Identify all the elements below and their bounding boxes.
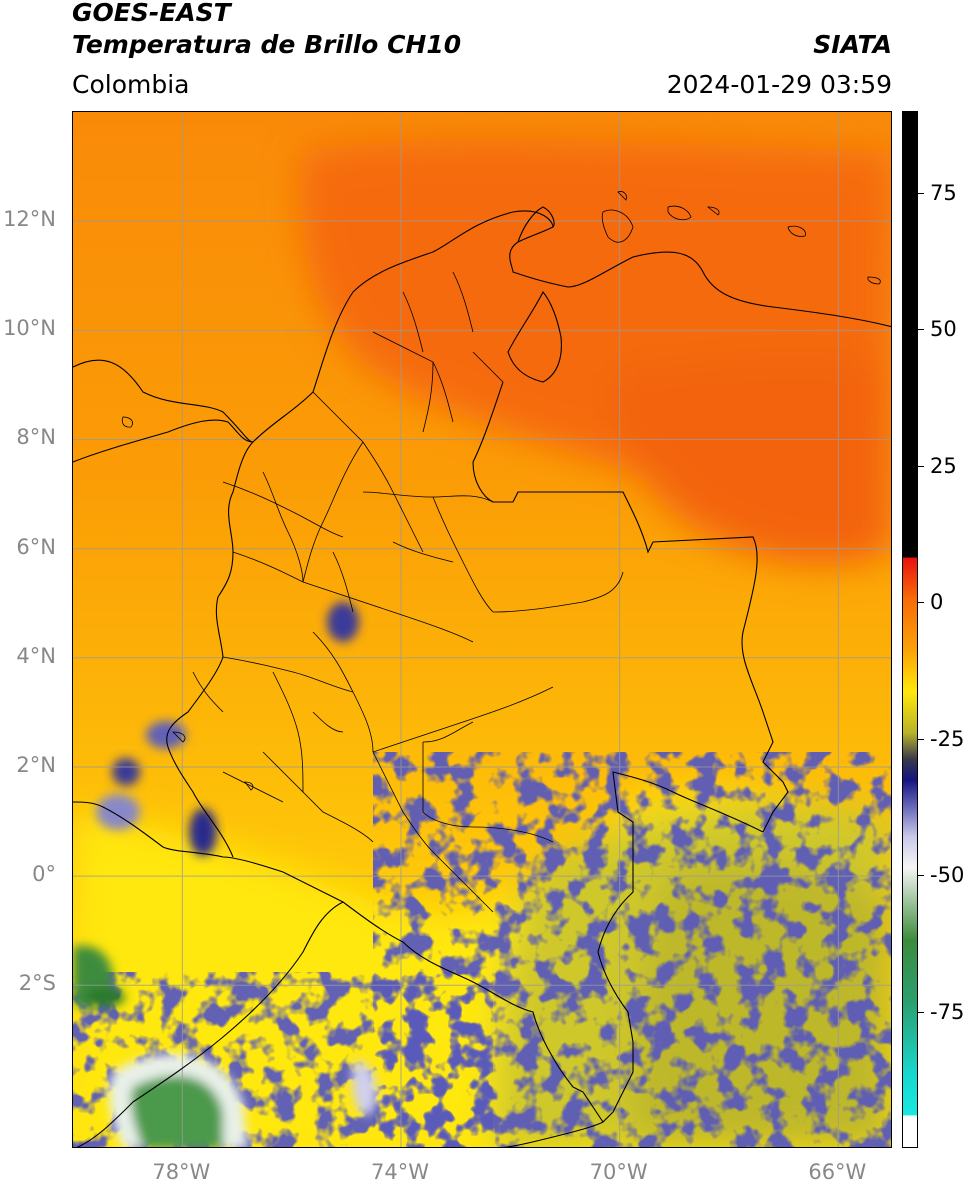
colorbar-tick-label: -25 [930, 726, 965, 751]
colorbar-tick-label: -50 [930, 863, 965, 888]
colorbar-tick-label: -75 [930, 999, 965, 1024]
product-title: GOES-EAST [72, 0, 231, 27]
datetime-label: 2024-01-29 03:59 [666, 70, 892, 99]
islands [121, 191, 881, 791]
lat-tick-label: 2°N [16, 752, 56, 777]
product-subtitle: Temperatura de Brillo CH10 [72, 30, 462, 59]
colorbar-tick [918, 875, 924, 877]
region-label: Colombia [72, 70, 190, 99]
lat-tick-label: 4°N [16, 643, 56, 668]
colorbar-tick-label: 50 [930, 317, 957, 342]
colorbar-tick [918, 192, 924, 194]
colorbar-tick-label: 25 [930, 453, 957, 478]
cloud-clusters [73, 602, 891, 1147]
warm-region [301, 140, 891, 565]
lat-tick-label: 8°N [16, 425, 56, 450]
cold-cloud-tops [73, 945, 377, 1147]
map-canvas [73, 112, 891, 1147]
colorbar-tick-label: 0 [930, 590, 944, 615]
lon-tick-label: 78°W [152, 1160, 211, 1184]
colorbar-tick [918, 329, 924, 331]
lon-tick-label: 70°W [589, 1160, 648, 1184]
lat-tick-label: 10°N [3, 316, 56, 341]
colorbar-tick [918, 465, 924, 467]
gridlines [73, 112, 891, 1147]
colorbar-tick [918, 1011, 924, 1013]
lat-tick-label: 6°N [16, 534, 56, 559]
lat-tick-label: 2°S [18, 971, 56, 996]
lat-tick-label: 0° [32, 862, 56, 887]
source-label: SIATA [813, 30, 892, 59]
colorbar-tick [918, 602, 924, 604]
lon-tick-label: 66°W [808, 1160, 867, 1184]
colorbar-tick-label: 75 [930, 180, 957, 205]
colorbar-tick [918, 738, 924, 740]
colorbar [902, 111, 918, 1148]
country-borders [73, 206, 891, 1147]
satellite-map [72, 111, 892, 1148]
colorbar-gradient [903, 112, 917, 1147]
lat-tick-label: 12°N [3, 207, 56, 232]
lon-tick-label: 74°W [371, 1160, 429, 1184]
